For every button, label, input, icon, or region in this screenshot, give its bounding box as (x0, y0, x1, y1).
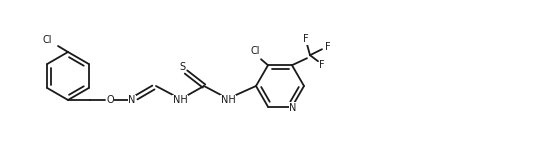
Text: S: S (179, 62, 185, 72)
Text: O: O (106, 95, 114, 105)
Text: F: F (303, 34, 309, 44)
Text: Cl: Cl (42, 35, 52, 45)
Text: NH: NH (172, 95, 188, 105)
Text: N: N (128, 95, 136, 105)
Text: Cl: Cl (250, 46, 260, 56)
Text: F: F (319, 60, 325, 70)
Text: N: N (289, 103, 296, 113)
Text: F: F (325, 42, 331, 52)
Text: NH: NH (221, 95, 235, 105)
